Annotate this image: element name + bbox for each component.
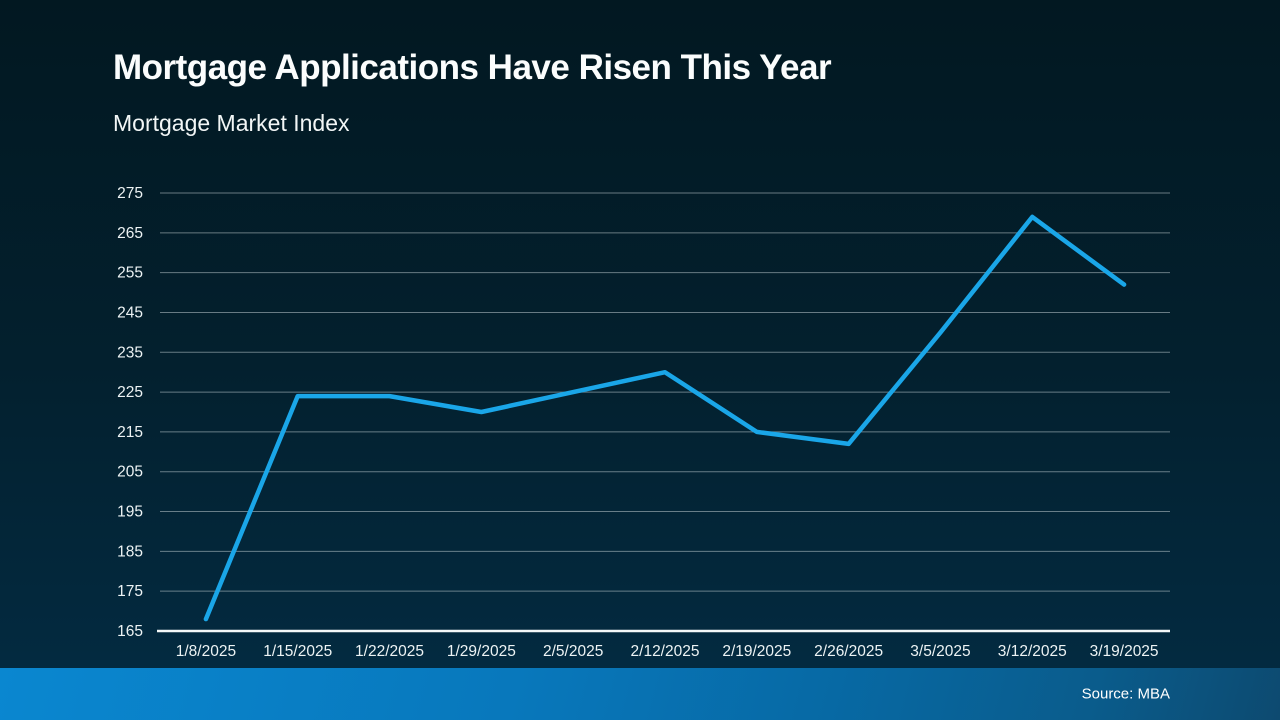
y-tick-label: 205 <box>117 464 143 481</box>
chart-subtitle: Mortgage Market Index <box>113 110 350 136</box>
x-tick-label: 3/19/2025 <box>1090 643 1159 660</box>
y-tick-label: 215 <box>117 424 143 441</box>
x-tick-label: 1/22/2025 <box>355 643 424 660</box>
source-attribution: Source: MBA <box>1081 685 1170 703</box>
x-tick-label: 2/19/2025 <box>722 643 791 660</box>
y-tick-label: 265 <box>117 225 143 242</box>
y-tick-label: 185 <box>117 543 143 560</box>
footer-bar: Source: MBA <box>0 668 1280 720</box>
data-series-line <box>203 214 1127 622</box>
x-tick-label: 2/26/2025 <box>814 643 883 660</box>
y-tick-label: 225 <box>117 384 143 401</box>
chart-title: Mortgage Applications Have Risen This Ye… <box>113 48 832 87</box>
y-tick-label: 245 <box>117 304 143 321</box>
y-tick-label: 165 <box>117 623 143 640</box>
y-tick-label: 195 <box>117 504 143 521</box>
x-tick-label: 2/12/2025 <box>631 643 700 660</box>
y-tick-label: 175 <box>117 583 143 600</box>
x-tick-label: 3/5/2025 <box>910 643 970 660</box>
x-tick-label: 1/8/2025 <box>176 643 236 660</box>
y-tick-label: 235 <box>117 344 143 361</box>
y-tick-label: 275 <box>117 185 143 202</box>
x-tick-label: 1/29/2025 <box>447 643 516 660</box>
x-tick-label: 2/5/2025 <box>543 643 603 660</box>
x-tick-label: 3/12/2025 <box>998 643 1067 660</box>
x-tick-label: 1/15/2025 <box>263 643 332 660</box>
y-tick-label: 255 <box>117 265 143 282</box>
